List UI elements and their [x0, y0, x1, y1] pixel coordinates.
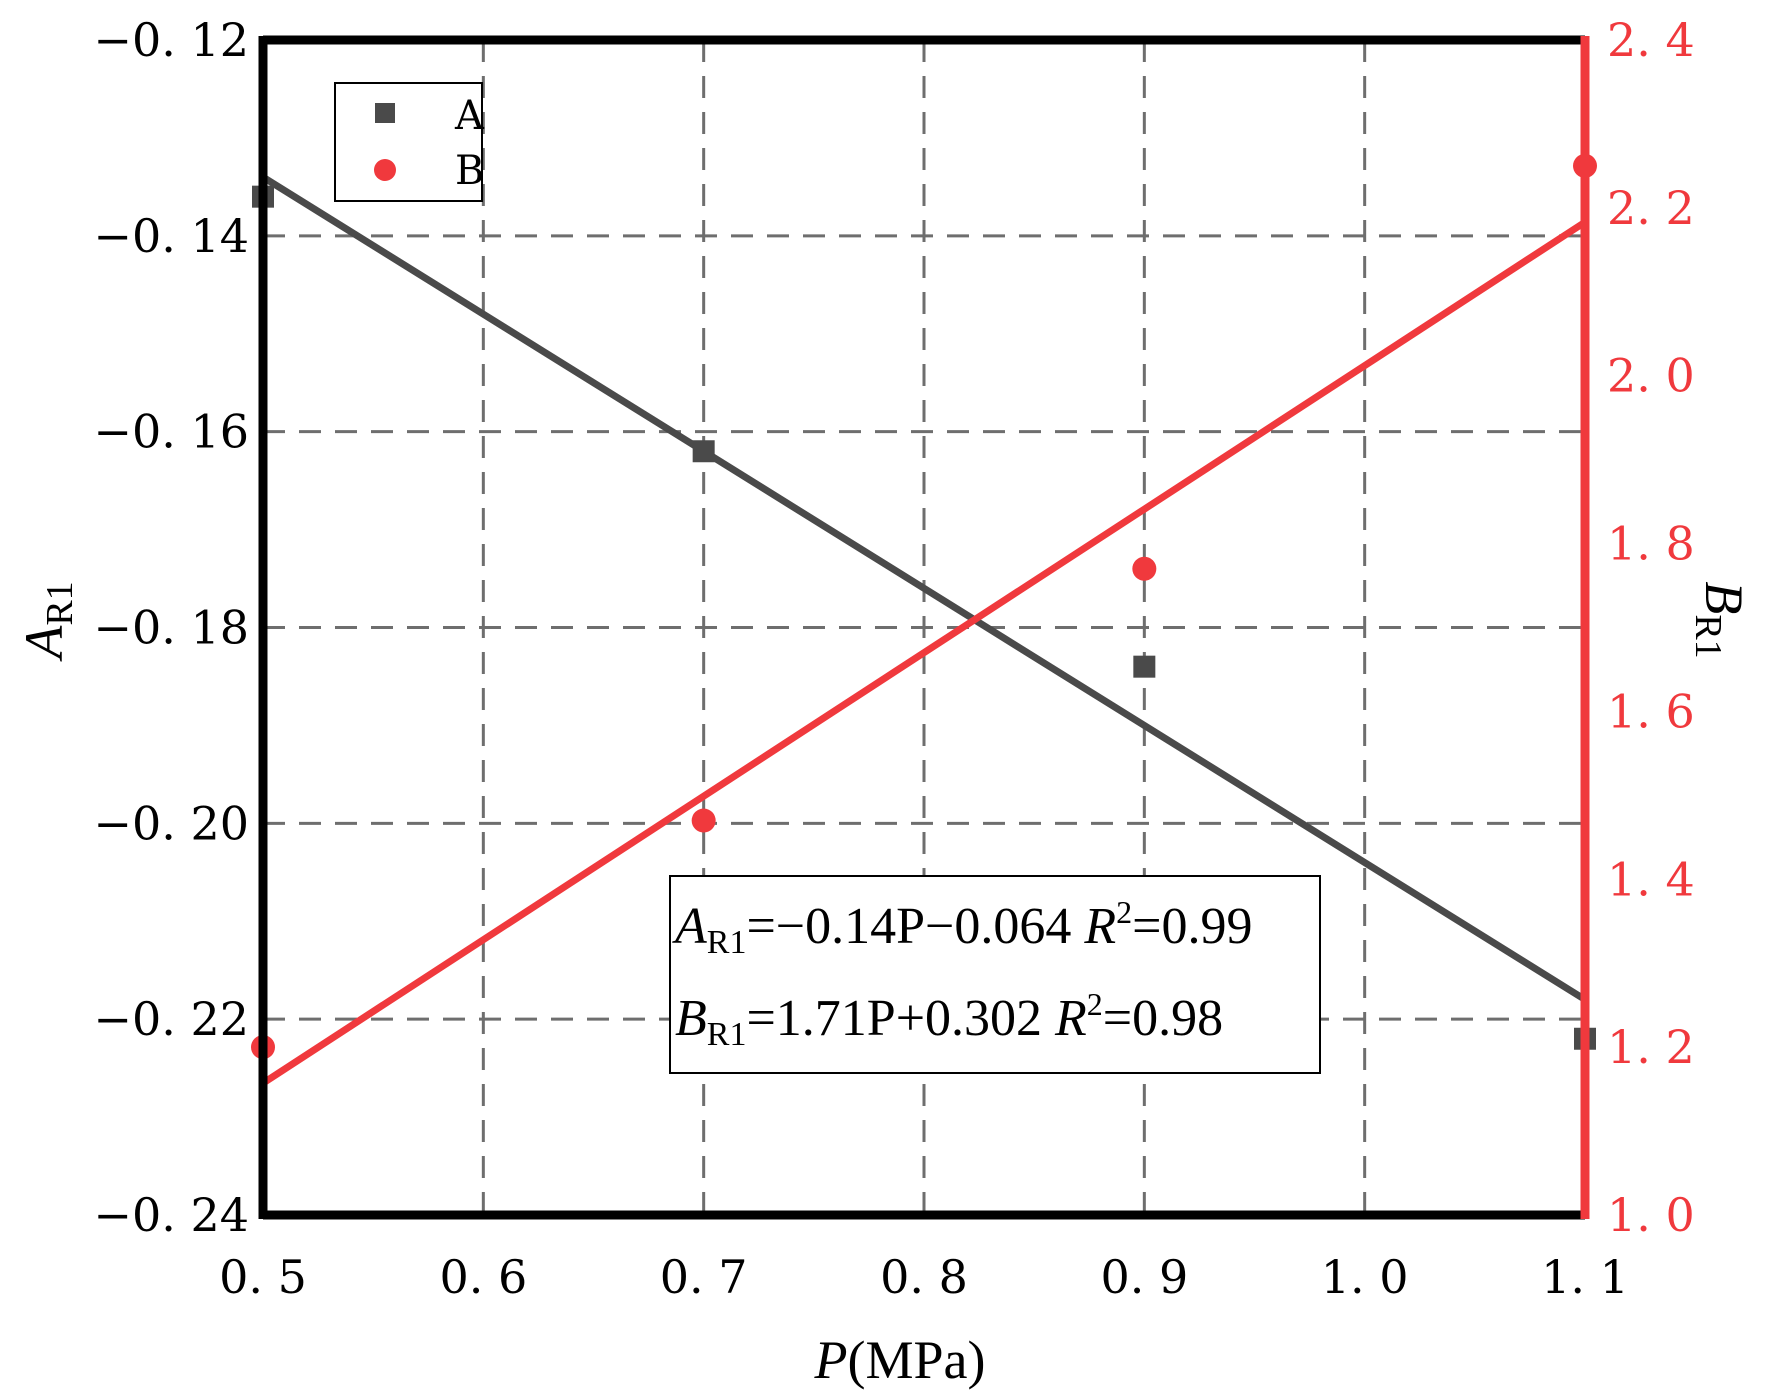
equation-box: [669, 875, 1321, 1074]
y-right-tick-label: 1. 6: [1607, 684, 1695, 738]
plot-frame: [258, 35, 1590, 1220]
y-left-tick-label: −0. 14: [93, 209, 249, 263]
x-tick-label: 0. 9: [1100, 1250, 1188, 1304]
x-tick-label: 1. 0: [1321, 1250, 1409, 1304]
y-right-tick-label: 2. 2: [1607, 181, 1695, 235]
x-tick-label: 0. 6: [439, 1250, 527, 1304]
y-right-tick-label: 1. 8: [1607, 517, 1695, 571]
x-tick-label: 0. 7: [660, 1250, 748, 1304]
data-points: [251, 153, 1597, 1060]
x-tick-label: 1. 1: [1541, 1250, 1629, 1304]
equation-a: AR1=−0.14P−0.064 R2=0.99: [672, 894, 1252, 961]
y-left-tick-label: −0. 22: [93, 992, 249, 1046]
y-right-tick-label: 2. 0: [1607, 349, 1695, 403]
fit-line-a: [263, 174, 1585, 1003]
y-right-tick-label: 2. 4: [1607, 13, 1695, 67]
y-axis-left-title: AR1: [14, 581, 81, 661]
y-left-tick-label: −0. 24: [93, 1188, 249, 1242]
x-tick-label: 0. 5: [219, 1250, 307, 1304]
point-b: [1132, 556, 1157, 581]
fit-equations: AR1=−0.14P−0.064 R2=0.99 BR1=1.71P+0.302…: [669, 875, 1321, 1074]
fit-line-b: [263, 219, 1585, 1087]
legend-box: [334, 82, 483, 202]
y-left-tick-label: −0. 12: [93, 13, 249, 67]
y-left-tick-label: −0. 16: [93, 405, 249, 459]
point-a: [1133, 655, 1156, 678]
point-a: [692, 440, 715, 463]
legend: A B: [334, 82, 485, 202]
y-right-tick-label: 1. 4: [1607, 852, 1695, 906]
legend-marker-a: [375, 103, 395, 123]
y-right-tick-label: 1. 0: [1607, 1188, 1695, 1242]
y-axis-right-title: BR1: [1687, 581, 1754, 658]
point-b: [691, 808, 716, 833]
legend-label-b: B: [455, 148, 484, 194]
equation-b: BR1=1.71P+0.302 R2=0.98: [675, 986, 1223, 1053]
x-tick-label: 0. 8: [880, 1250, 968, 1304]
y-left-tick-label: −0. 20: [93, 796, 249, 850]
y-right-tick-label: 1. 2: [1607, 1020, 1695, 1074]
fit-lines: [263, 174, 1585, 1087]
legend-marker-b: [374, 159, 396, 181]
y-left-tick-label: −0. 18: [93, 601, 249, 655]
legend-label-a: A: [454, 93, 485, 139]
x-axis-title: P(MPa): [814, 1330, 986, 1390]
tick-labels: 0. 5 0. 6 0. 7 0. 8 0. 9 1. 0 1. 1 −0. 24 −0. 22…: [93, 13, 1694, 1304]
